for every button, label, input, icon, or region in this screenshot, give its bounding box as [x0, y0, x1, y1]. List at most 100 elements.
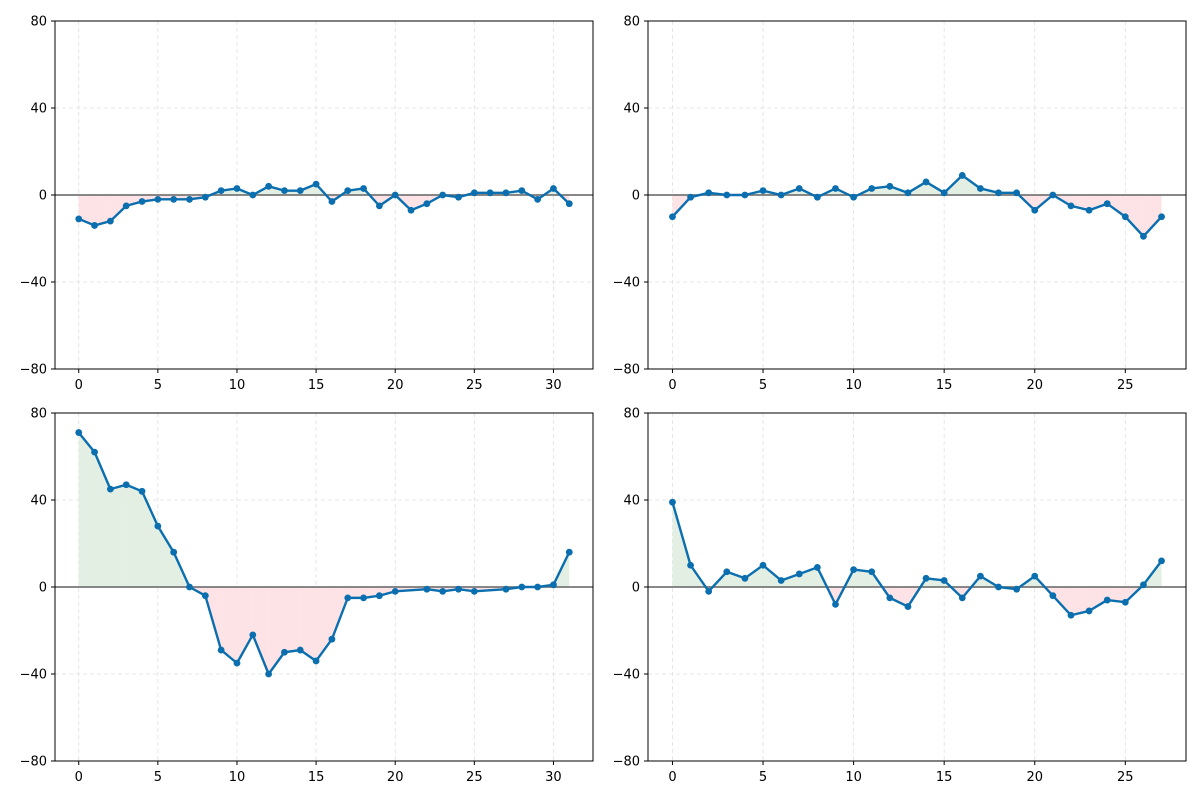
- data-point: [759, 561, 767, 569]
- data-point: [669, 498, 676, 506]
- data-point: [423, 585, 431, 593]
- data-point: [904, 189, 912, 197]
- positive-area: [78, 432, 95, 587]
- data-point: [1158, 213, 1165, 221]
- negative-area: [252, 587, 269, 674]
- negative-area: [316, 587, 332, 661]
- data-point: [995, 189, 1002, 197]
- negative-area: [1107, 587, 1126, 603]
- positive-area: [157, 526, 174, 587]
- data-point: [886, 594, 894, 602]
- x-tick-label: 25: [466, 770, 483, 785]
- negative-area: [347, 587, 364, 598]
- x-tick-label: 5: [154, 770, 162, 785]
- data-point: [217, 646, 225, 654]
- data-point: [741, 191, 749, 199]
- data-point: [201, 592, 209, 600]
- x-tick-label: 25: [466, 378, 483, 393]
- negative-area: [411, 195, 427, 211]
- data-point: [360, 594, 367, 602]
- y-tick-label: −80: [20, 755, 47, 770]
- data-point: [977, 185, 984, 192]
- data-point: [91, 222, 98, 229]
- data-point: [281, 648, 288, 656]
- data-point: [439, 587, 447, 595]
- positive-area: [126, 484, 143, 587]
- data-point: [281, 187, 288, 195]
- data-point: [154, 522, 162, 530]
- x-tick-label: 0: [668, 378, 676, 393]
- data-point: [868, 568, 876, 576]
- negative-area: [126, 195, 143, 206]
- data-point: [1067, 611, 1075, 619]
- data-point: [1013, 585, 1021, 593]
- x-tick-label: 20: [1026, 378, 1043, 393]
- y-tick-label: 0: [632, 581, 640, 596]
- y-tick-label: −40: [613, 668, 640, 683]
- data-point: [922, 178, 930, 186]
- negative-area: [1143, 195, 1162, 237]
- data-point: [1103, 596, 1111, 604]
- data-point: [375, 592, 383, 600]
- positive-area: [142, 491, 158, 587]
- data-point: [723, 568, 731, 576]
- data-point: [502, 189, 510, 197]
- positive-area: [853, 569, 872, 587]
- data-point: [296, 187, 304, 195]
- negative-area: [78, 195, 95, 226]
- data-point: [75, 429, 83, 436]
- data-point: [795, 185, 803, 192]
- negative-area: [1052, 587, 1071, 616]
- data-point: [439, 191, 447, 199]
- y-tick-label: 80: [30, 407, 47, 422]
- data-point: [170, 548, 178, 556]
- data-point: [344, 594, 352, 602]
- data-point: [423, 200, 431, 208]
- data-point: [995, 583, 1002, 591]
- data-point: [669, 213, 676, 221]
- positive-area: [744, 565, 764, 587]
- x-tick-label: 15: [308, 770, 325, 785]
- data-point: [154, 195, 162, 203]
- positive-area: [763, 565, 782, 587]
- x-tick-label: 30: [545, 378, 562, 393]
- data-point: [1067, 202, 1075, 210]
- data-point: [407, 206, 415, 214]
- data-point: [122, 481, 130, 489]
- positive-area: [726, 571, 745, 587]
- data-point: [186, 195, 193, 203]
- negative-area: [236, 587, 253, 664]
- data-point: [922, 574, 930, 582]
- y-tick-label: −80: [613, 363, 640, 378]
- data-point: [138, 487, 146, 495]
- data-point: [296, 646, 304, 654]
- data-point: [1158, 557, 1165, 565]
- subplot-bottom-left: 0 5 10 15 20 25 30 −80 −40 0 40 80: [20, 407, 594, 785]
- y-tick-label: −40: [613, 276, 640, 291]
- x-tick-label: 10: [229, 770, 246, 785]
- y-tick-label: −80: [20, 363, 47, 378]
- data-point: [455, 585, 462, 593]
- y-tick-label: −80: [613, 755, 640, 770]
- y-tick-label: 80: [30, 15, 47, 30]
- subplot-bottom-right: 0 5 10 15 20 25 −80 −40 0 40 80: [613, 407, 1187, 785]
- negative-area: [1107, 195, 1126, 217]
- x-tick-label: 15: [308, 378, 325, 393]
- y-tick-label: 40: [623, 102, 640, 117]
- y-tick-label: 0: [39, 189, 47, 204]
- data-point: [265, 182, 273, 190]
- data-point: [470, 587, 478, 595]
- negative-area: [94, 195, 111, 226]
- data-point: [201, 193, 209, 201]
- negative-area: [300, 587, 317, 661]
- data-point: [759, 187, 767, 195]
- data-point: [344, 187, 352, 195]
- data-point: [265, 670, 273, 678]
- data-point: [687, 193, 694, 201]
- data-point: [534, 195, 542, 203]
- data-point: [1121, 213, 1129, 221]
- y-tick-label: 0: [39, 581, 47, 596]
- data-point: [217, 187, 225, 195]
- data-point: [565, 548, 573, 556]
